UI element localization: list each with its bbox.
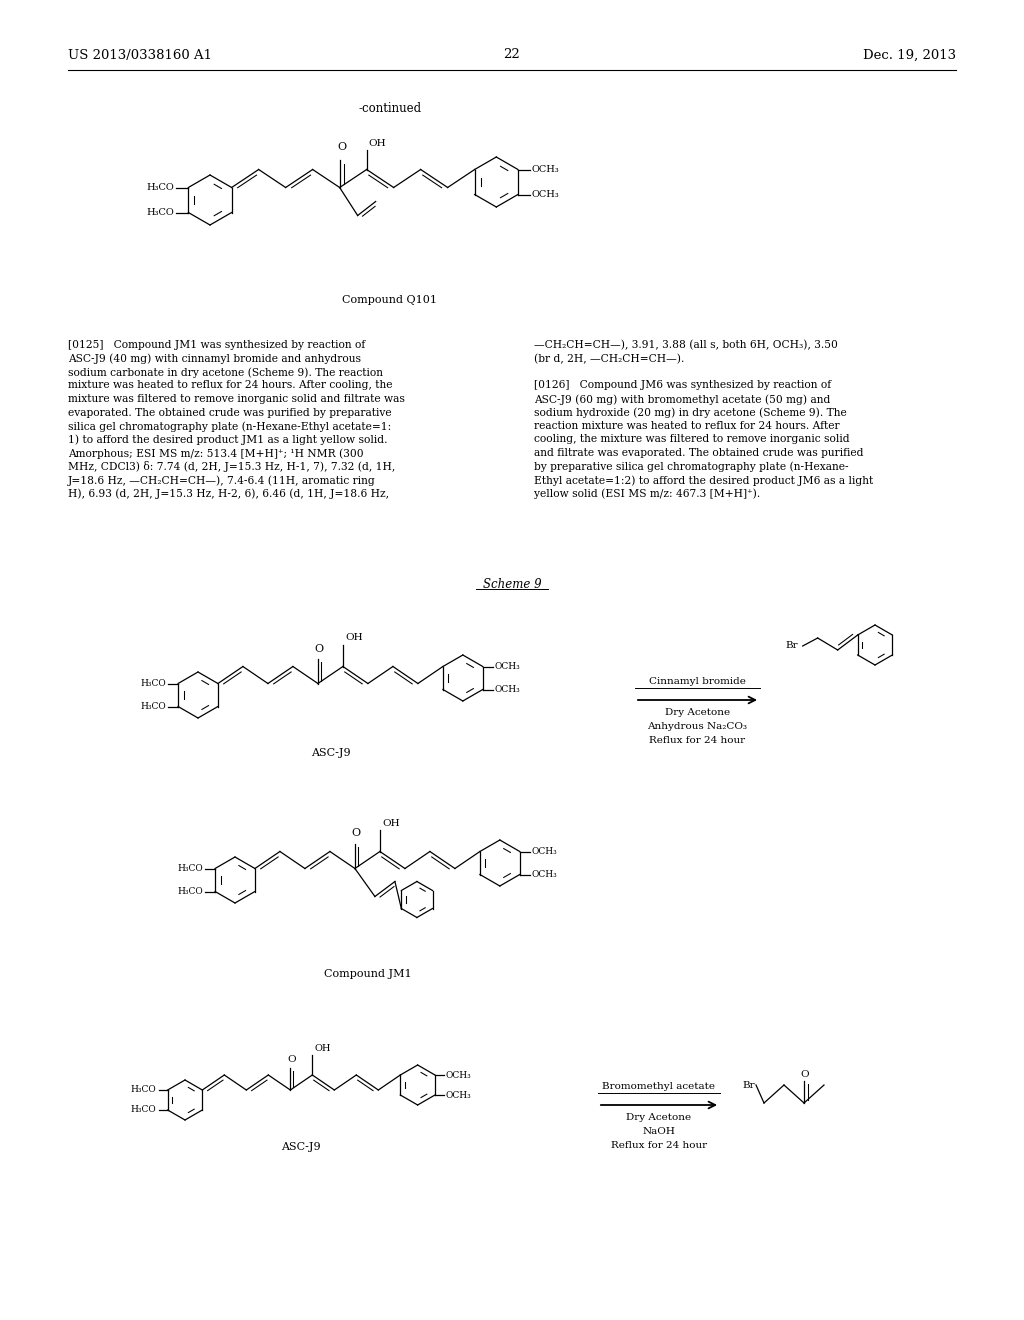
Text: —CH₂CH=CH—), 3.91, 3.88 (all s, both 6H, OCH₃), 3.50: —CH₂CH=CH—), 3.91, 3.88 (all s, both 6H,… [534,341,838,350]
Text: Anhydrous Na₂CO₃: Anhydrous Na₂CO₃ [647,722,748,731]
Text: MHz, CDCl3) δ: 7.74 (d, 2H, J=15.3 Hz, H-1, 7), 7.32 (d, 1H,: MHz, CDCl3) δ: 7.74 (d, 2H, J=15.3 Hz, H… [68,462,395,473]
Text: Dec. 19, 2013: Dec. 19, 2013 [863,49,956,62]
Text: OCH₃: OCH₃ [531,190,560,199]
Text: OCH₃: OCH₃ [531,165,560,174]
Text: Reflux for 24 hour: Reflux for 24 hour [649,737,745,744]
Text: 22: 22 [504,49,520,62]
Text: OCH₃: OCH₃ [531,870,557,879]
Text: yellow solid (ESI MS m/z: 467.3 [M+H]⁺).: yellow solid (ESI MS m/z: 467.3 [M+H]⁺). [534,488,760,499]
Text: H₃CO: H₃CO [177,887,203,896]
Text: Compound Q101: Compound Q101 [342,294,437,305]
Text: O: O [801,1071,809,1078]
Text: evaporated. The obtained crude was purified by preparative: evaporated. The obtained crude was purif… [68,408,391,417]
Text: OH: OH [382,818,399,828]
Text: mixture was filtered to remove inorganic solid and filtrate was: mixture was filtered to remove inorganic… [68,393,404,404]
Text: (br d, 2H, —CH₂CH=CH—).: (br d, 2H, —CH₂CH=CH—). [534,354,684,364]
Text: 1) to afford the desired product JM1 as a light yellow solid.: 1) to afford the desired product JM1 as … [68,434,387,445]
Text: H₃CO: H₃CO [140,702,166,711]
Text: ASC-J9: ASC-J9 [282,1142,322,1152]
Text: reaction mixture was heated to reflux for 24 hours. After: reaction mixture was heated to reflux fo… [534,421,840,432]
Text: O: O [337,143,346,153]
Text: OCH₃: OCH₃ [531,847,557,855]
Text: OCH₃: OCH₃ [495,663,520,671]
Text: H₃CO: H₃CO [146,209,174,216]
Text: Compound JM1: Compound JM1 [324,969,412,979]
Text: OH: OH [314,1044,331,1053]
Text: Scheme 9: Scheme 9 [482,578,542,591]
Text: by preparative silica gel chromatography plate (n-Hexane-: by preparative silica gel chromatography… [534,462,849,473]
Text: H₃CO: H₃CO [177,865,203,873]
Text: sodium hydroxide (20 mg) in dry acetone (Scheme 9). The: sodium hydroxide (20 mg) in dry acetone … [534,408,847,418]
Text: OCH₃: OCH₃ [446,1090,472,1100]
Text: OCH₃: OCH₃ [446,1071,472,1080]
Text: Dry Acetone: Dry Acetone [627,1113,691,1122]
Text: [0125]   Compound JM1 was synthesized by reaction of: [0125] Compound JM1 was synthesized by r… [68,341,366,350]
Text: Cinnamyl bromide: Cinnamyl bromide [649,677,745,686]
Text: H₃CO: H₃CO [131,1106,157,1114]
Text: H₃CO: H₃CO [146,183,174,191]
Text: H₃CO: H₃CO [131,1085,157,1094]
Text: O: O [287,1055,296,1064]
Text: J=18.6 Hz, —CH₂CH=CH—), 7.4-6.4 (11H, aromatic ring: J=18.6 Hz, —CH₂CH=CH—), 7.4-6.4 (11H, ar… [68,475,376,486]
Text: US 2013/0338160 A1: US 2013/0338160 A1 [68,49,212,62]
Text: H), 6.93 (d, 2H, J=15.3 Hz, H-2, 6), 6.46 (d, 1H, J=18.6 Hz,: H), 6.93 (d, 2H, J=15.3 Hz, H-2, 6), 6.4… [68,488,389,499]
Text: silica gel chromatography plate (n-Hexane-Ethyl acetate=1:: silica gel chromatography plate (n-Hexan… [68,421,391,432]
Text: OH: OH [369,139,386,148]
Text: OH: OH [345,634,362,643]
Text: mixture was heated to reflux for 24 hours. After cooling, the: mixture was heated to reflux for 24 hour… [68,380,392,391]
Text: -continued: -continued [358,102,422,115]
Text: O: O [351,829,360,838]
Text: ASC-J9: ASC-J9 [310,748,350,758]
Text: Br: Br [742,1081,755,1089]
Text: H₃CO: H₃CO [140,678,166,688]
Text: Ethyl acetate=1:2) to afford the desired product JM6 as a light: Ethyl acetate=1:2) to afford the desired… [534,475,873,486]
Text: NaOH: NaOH [643,1127,676,1137]
Text: and filtrate was evaporated. The obtained crude was purified: and filtrate was evaporated. The obtaine… [534,447,863,458]
Text: sodium carbonate in dry acetone (Scheme 9). The reaction: sodium carbonate in dry acetone (Scheme … [68,367,383,378]
Text: Reflux for 24 hour: Reflux for 24 hour [611,1140,707,1150]
Text: [0126]   Compound JM6 was synthesized by reaction of: [0126] Compound JM6 was synthesized by r… [534,380,831,391]
Text: Dry Acetone: Dry Acetone [665,708,730,717]
Text: ASC-J9 (40 mg) with cinnamyl bromide and anhydrous: ASC-J9 (40 mg) with cinnamyl bromide and… [68,354,361,364]
Text: O: O [314,644,324,653]
Text: Amorphous; ESI MS m/z: 513.4 [M+H]⁺; ¹H NMR (300: Amorphous; ESI MS m/z: 513.4 [M+H]⁺; ¹H … [68,447,364,458]
Text: Br: Br [785,642,798,651]
Text: ASC-J9 (60 mg) with bromomethyl acetate (50 mg) and: ASC-J9 (60 mg) with bromomethyl acetate … [534,393,830,404]
Text: OCH₃: OCH₃ [495,685,520,694]
Text: cooling, the mixture was filtered to remove inorganic solid: cooling, the mixture was filtered to rem… [534,434,850,445]
Text: Bromomethyl acetate: Bromomethyl acetate [602,1082,716,1092]
